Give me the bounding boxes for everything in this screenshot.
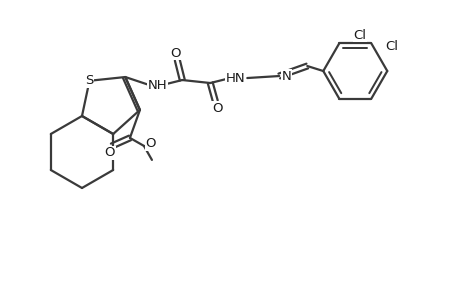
Text: N: N (280, 70, 291, 83)
Text: O: O (212, 101, 222, 115)
Text: Cl: Cl (353, 29, 365, 42)
Text: HN: HN (225, 71, 245, 85)
Text: NH: NH (147, 79, 167, 92)
Text: O: O (170, 46, 180, 59)
Text: O: O (105, 146, 115, 159)
Text: O: O (146, 137, 156, 150)
Text: S: S (85, 74, 94, 87)
Text: Cl: Cl (385, 40, 397, 53)
